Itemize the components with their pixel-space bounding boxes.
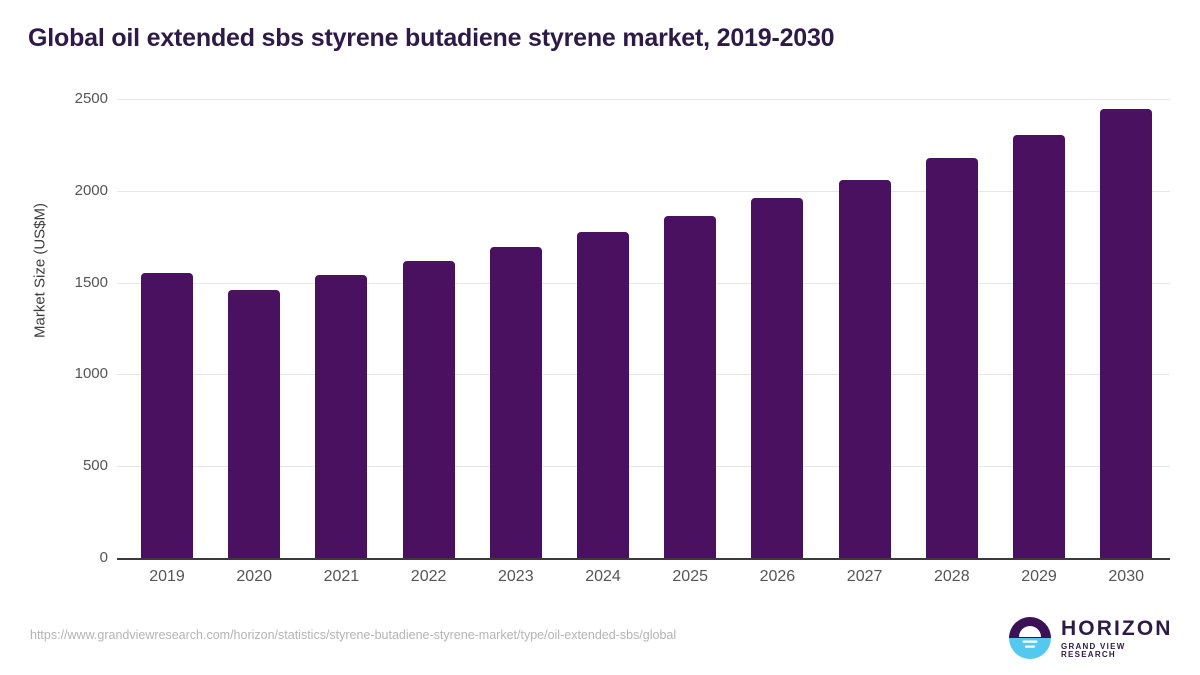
x-tick-label-2022: 2022: [410, 568, 447, 585]
y-tick-label: 1500: [74, 273, 108, 291]
bar-2024[interactable]: [577, 232, 629, 558]
gridline: [117, 466, 1170, 468]
bar-2030[interactable]: [1100, 109, 1153, 558]
gridline: [117, 374, 1170, 376]
x-tick-label-2023: 2023: [498, 568, 534, 585]
bar-2019[interactable]: [141, 272, 193, 558]
bar-2025[interactable]: [664, 215, 717, 558]
y-tick-label: 500: [82, 457, 108, 475]
y-tick-label: 2000: [74, 181, 108, 199]
y-tick-label: 0: [99, 549, 108, 566]
x-tick-label-2030: 2030: [1108, 568, 1144, 585]
bar-2029[interactable]: [1013, 134, 1065, 558]
logo-subtitle: GRAND VIEW RESEARCH: [1061, 641, 1126, 659]
x-tick-label-2029: 2029: [1021, 568, 1057, 585]
y-axis-title: Market Size (US$M): [31, 202, 49, 339]
source-url[interactable]: https://www.grandviewresearch.com/horizo…: [30, 628, 677, 642]
bar-2028[interactable]: [925, 157, 978, 558]
horizon-logo: HORIZON GRAND VIEW RESEARCH: [1008, 614, 1174, 662]
y-tick-label: 1000: [74, 365, 108, 383]
x-tick-label-2028: 2028: [934, 568, 970, 585]
bar-2023[interactable]: [489, 246, 542, 558]
x-tick-label-2020: 2020: [236, 568, 272, 585]
logo-wordmark: HORIZON: [1061, 616, 1173, 640]
bar-2027[interactable]: [838, 179, 891, 558]
horizon-logo-text: HORIZON GRAND VIEW RESEARCH: [1061, 618, 1174, 659]
bar-2026[interactable]: [751, 198, 804, 558]
bar-2022[interactable]: [402, 261, 455, 558]
page-title: Global oil extended sbs styrene butadien…: [28, 24, 835, 52]
x-tick-label-2027: 2027: [846, 568, 883, 585]
gridline: [117, 190, 1170, 192]
x-axis-line: [117, 558, 1170, 560]
x-tick-label-2021: 2021: [323, 568, 360, 585]
x-tick-label-2026: 2026: [759, 568, 796, 585]
x-tick-label-2024: 2024: [585, 568, 621, 585]
gridline: [117, 99, 1170, 100]
x-tick-label-2025: 2025: [672, 568, 708, 585]
gridline: [117, 282, 1170, 284]
bar-2020[interactable]: [228, 289, 281, 558]
y-tick-label: 2500: [74, 90, 108, 107]
horizon-logo-icon: [1009, 617, 1051, 659]
x-tick-label-2019: 2019: [149, 568, 185, 585]
bar-2021[interactable]: [315, 275, 368, 558]
